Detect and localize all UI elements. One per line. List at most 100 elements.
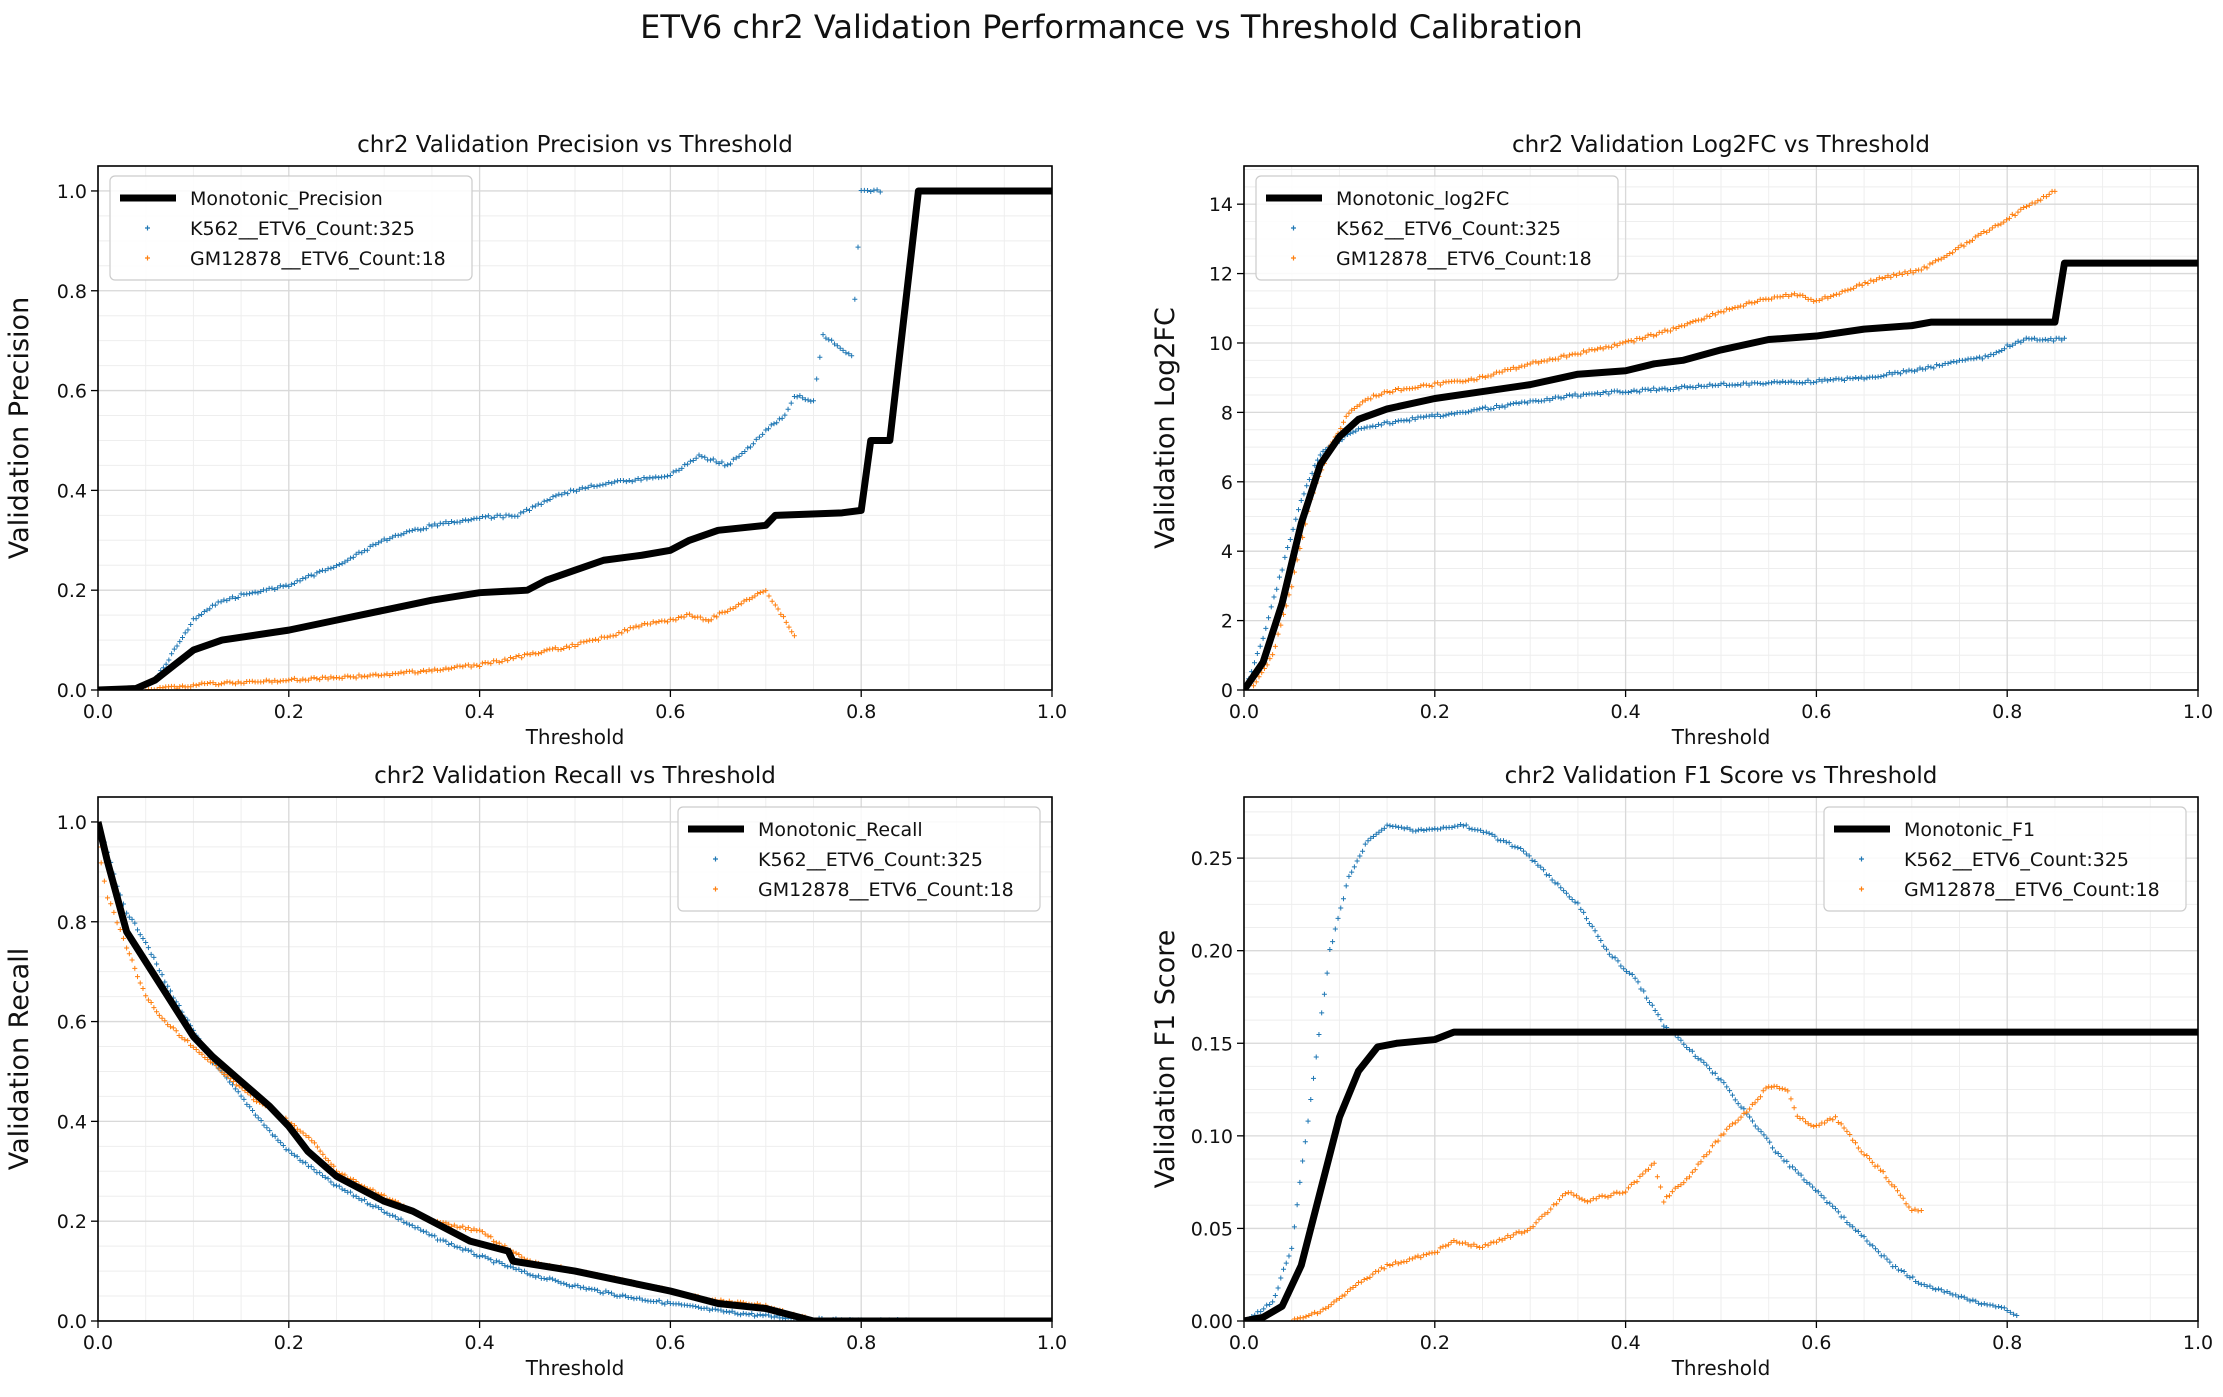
data-point (1903, 1201, 1909, 1207)
data-point (1365, 838, 1371, 844)
data-point (1844, 1219, 1850, 1225)
data-point (772, 602, 778, 608)
data-point (626, 477, 632, 483)
data-point (1912, 368, 1918, 374)
data-point (1495, 837, 1501, 843)
data-point (622, 627, 628, 633)
data-point (662, 618, 668, 624)
data-point (418, 669, 424, 675)
data-point (1830, 1203, 1836, 1209)
data-point (516, 1266, 522, 1272)
data-point (2029, 336, 2035, 342)
data-point (1533, 398, 1539, 404)
data-point (739, 450, 745, 456)
data-point (204, 607, 210, 613)
data-point (1800, 292, 1806, 298)
data-point (519, 1254, 525, 1260)
data-point (1376, 1268, 1382, 1274)
data-point (1947, 250, 1953, 256)
data-point (415, 526, 421, 532)
data-point (1681, 1041, 1687, 1047)
legend-marker-swatch (1291, 225, 1296, 231)
data-point (1336, 1296, 1342, 1302)
data-point (105, 895, 111, 901)
data-point (1917, 365, 1923, 371)
data-point (2001, 219, 2007, 225)
data-point (536, 651, 542, 657)
data-point (513, 1250, 519, 1256)
data-point (426, 1232, 432, 1238)
y-tick-label: 0.0 (57, 680, 87, 702)
data-point (491, 1260, 497, 1266)
data-point (1875, 1163, 1881, 1169)
data-point (339, 561, 345, 567)
data-point (1858, 1149, 1864, 1155)
data-point (252, 589, 258, 595)
data-point (1952, 247, 1958, 253)
data-point (1970, 1297, 1976, 1303)
data-point (1933, 1287, 1939, 1293)
data-point (743, 1311, 749, 1317)
data-point (782, 412, 788, 418)
data-point (1895, 1267, 1901, 1273)
data-point (446, 1242, 452, 1248)
data-point (1334, 1297, 1340, 1303)
data-point (1967, 239, 1973, 245)
data-point (1746, 299, 1752, 305)
data-point (1956, 1294, 1962, 1300)
data-point (1853, 283, 1859, 289)
data-point (1462, 1240, 1468, 1246)
data-point (162, 979, 168, 985)
data-point (465, 518, 471, 524)
data-point (748, 444, 754, 450)
data-point (1600, 389, 1606, 395)
data-point (401, 670, 407, 676)
data-point (1454, 1239, 1460, 1245)
data-point (1830, 377, 1836, 383)
data-point (1886, 1179, 1892, 1185)
data-point (1316, 1031, 1322, 1037)
data-point (749, 1310, 755, 1316)
data-point (1724, 1084, 1730, 1090)
data-point (1485, 406, 1491, 412)
data-point (244, 1101, 250, 1107)
data-point (1362, 397, 1368, 403)
data-point (1376, 829, 1382, 835)
data-point (1670, 325, 1676, 331)
y-tick-label: 0.4 (57, 1111, 87, 1133)
data-point (769, 598, 775, 604)
data-point (647, 621, 653, 627)
data-point (1696, 382, 1702, 388)
data-point (1979, 356, 1985, 362)
data-point (254, 1099, 260, 1105)
data-point (1312, 1309, 1318, 1315)
data-point (1855, 376, 1861, 382)
data-point (1628, 1181, 1634, 1187)
data-point (1738, 1104, 1744, 1110)
data-point (2004, 1308, 2010, 1314)
data-point (693, 1304, 699, 1309)
data-point (1805, 1121, 1811, 1127)
data-point (208, 1059, 214, 1065)
data-point (1788, 378, 1794, 384)
data-point (1666, 1193, 1672, 1199)
data-point (499, 1261, 505, 1267)
data-point (182, 630, 188, 636)
data-point (275, 1137, 281, 1143)
data-point (1522, 363, 1528, 369)
data-point (1398, 388, 1404, 394)
data-point (1415, 827, 1421, 833)
data-point (437, 667, 443, 673)
data-point (1715, 309, 1721, 315)
legend-box (109, 175, 473, 281)
data-point (479, 660, 485, 666)
data-point (1740, 303, 1746, 309)
data-point (1778, 1153, 1784, 1159)
data-point (1343, 883, 1349, 889)
y-tick-label: 0 (1221, 680, 1233, 702)
data-point (1278, 1275, 1284, 1281)
data-point (154, 1009, 160, 1015)
data-point (1832, 1114, 1838, 1120)
data-point (754, 1312, 760, 1318)
data-point (515, 513, 521, 519)
